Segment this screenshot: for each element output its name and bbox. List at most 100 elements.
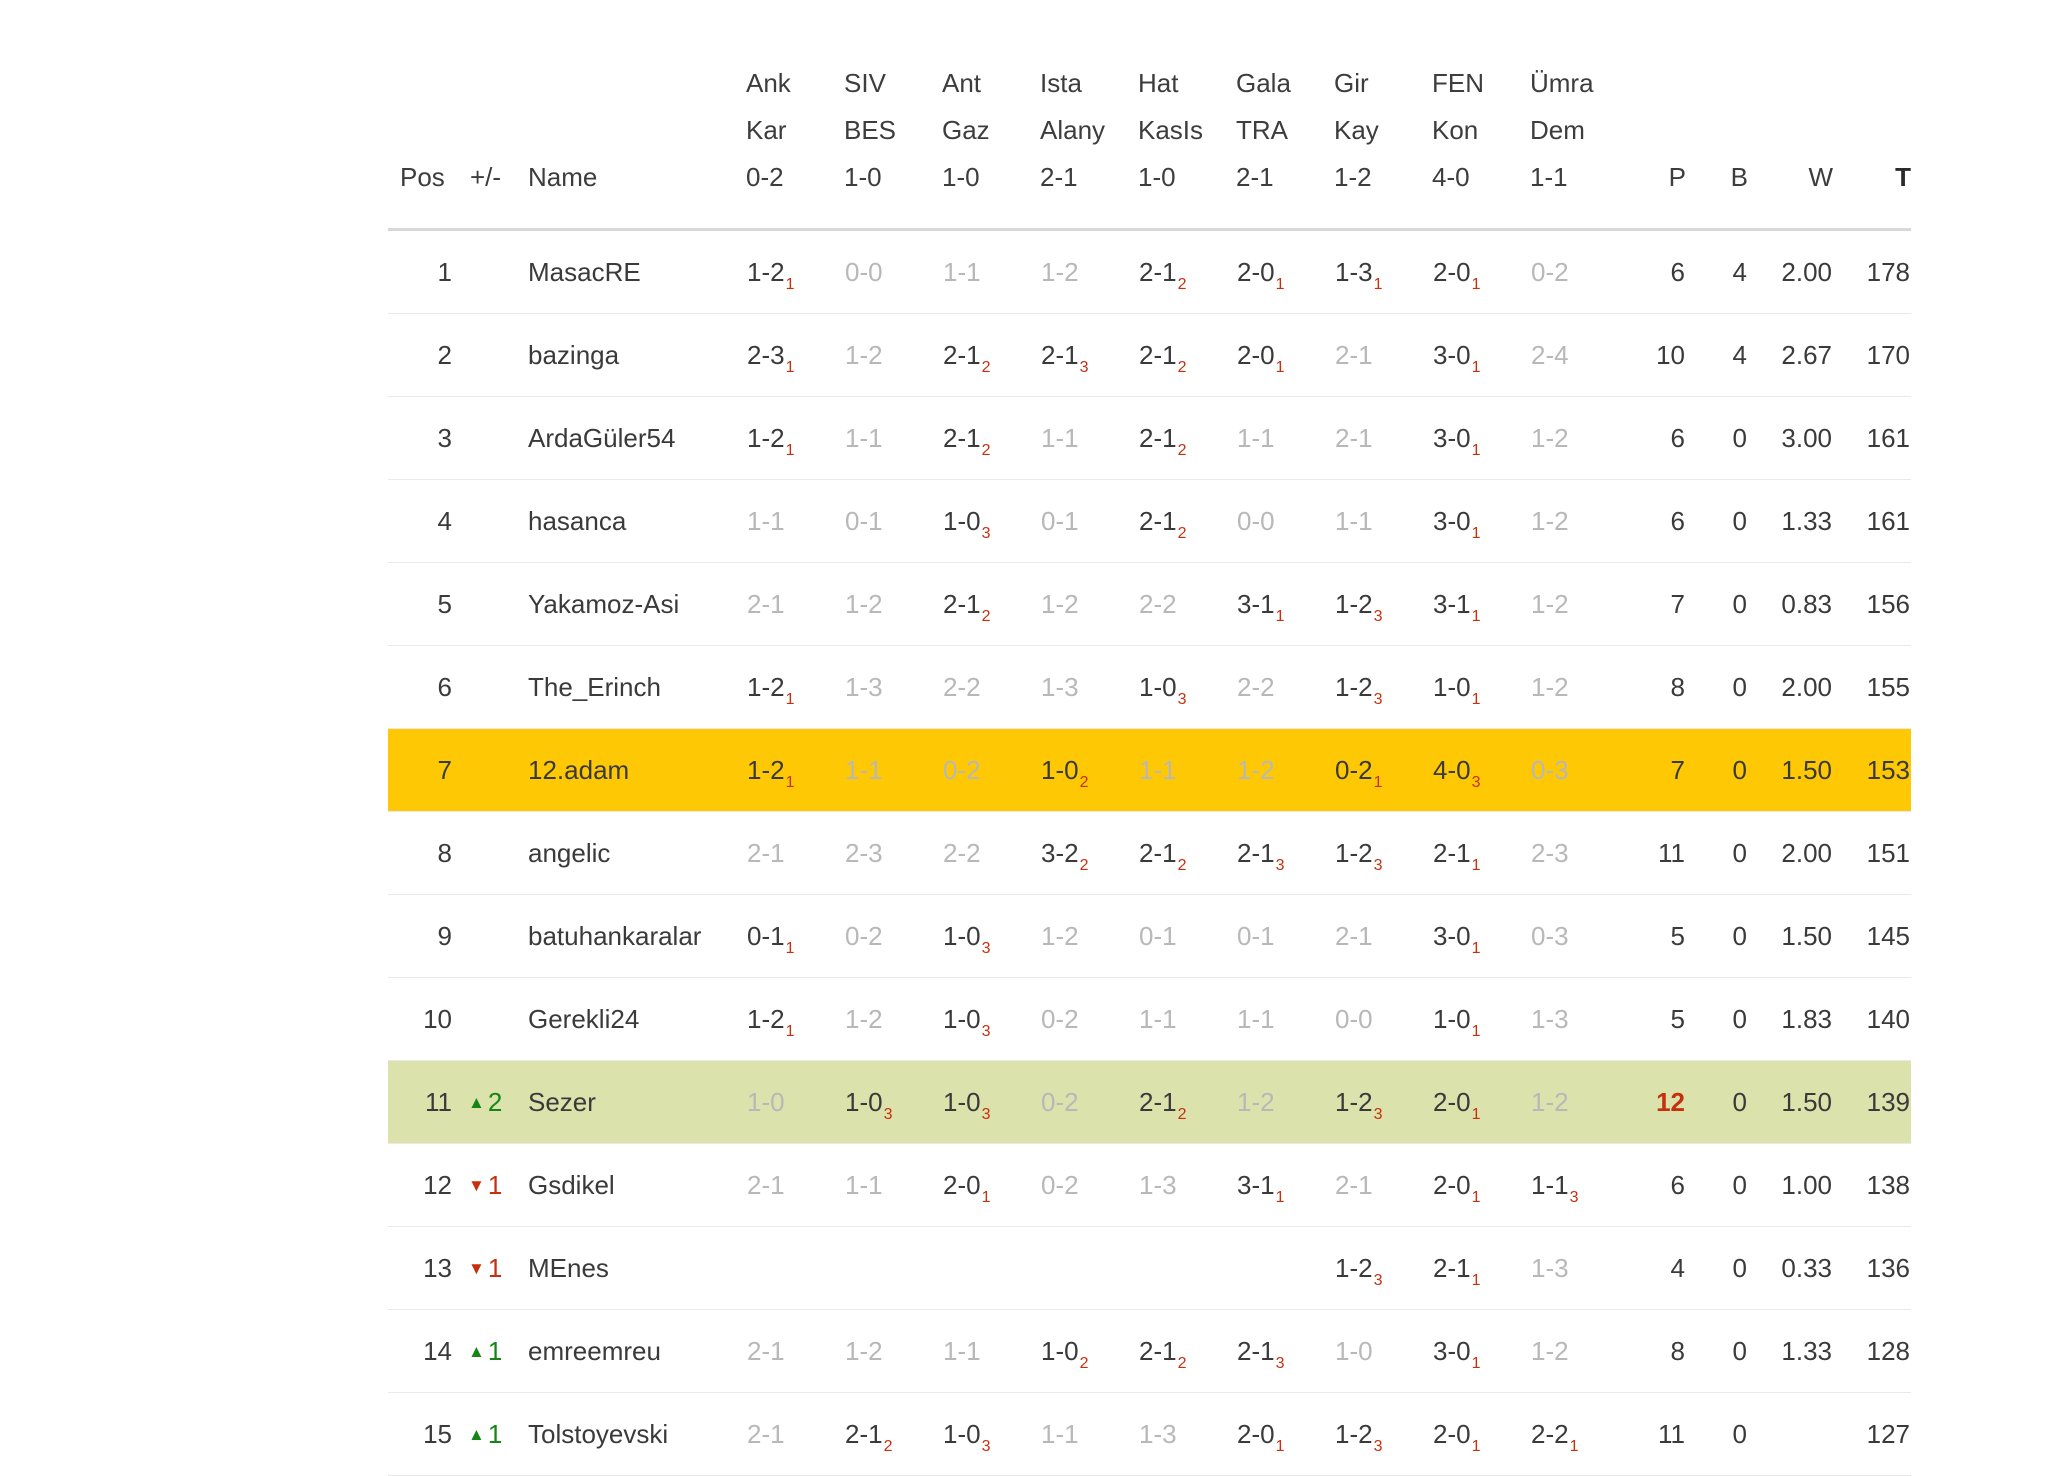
prediction-score: 2-1 (1433, 837, 1471, 868)
prediction-score: 3-2 (1041, 837, 1079, 868)
prediction-cell: 3-01 (1432, 1309, 1530, 1393)
player-name[interactable]: The_Erinch (524, 645, 746, 729)
player-name[interactable]: emreemreu (524, 1309, 746, 1393)
prediction-points: 2 (981, 607, 991, 625)
match-home-team: Gala (1236, 68, 1291, 98)
bonus-cell: 0 (1686, 1226, 1748, 1310)
prediction-cell: 2-12 (942, 313, 1040, 397)
prediction-cell: 1-13 (1530, 1143, 1628, 1227)
average-cell: 1.83 (1748, 977, 1833, 1061)
prediction-cell: 1-02 (1040, 1309, 1138, 1393)
player-name[interactable]: angelic (524, 811, 746, 895)
prediction-cell: 2-11 (1432, 1226, 1530, 1310)
prediction-cell: 1-23 (1334, 811, 1432, 895)
prediction-cell: 3-11 (1236, 562, 1334, 646)
table-row: 6 The_Erinch 1-21 1-3 2-2 1-3 1-03 2-2 1… (388, 645, 1911, 729)
prediction-cell: 2-1 (746, 811, 844, 895)
position-cell: 5 (388, 562, 466, 646)
table-row: 15 ▲ 1 Tolstoyevski 2-1 2-12 1-03 1-1 1-3… (388, 1392, 1911, 1476)
prediction-cell: 2-1 (746, 562, 844, 646)
prediction-points: 3 (981, 524, 991, 542)
prediction-score: 2-2 (1139, 588, 1177, 619)
match-away-team: KasIs (1138, 115, 1204, 145)
position-cell: 15 (388, 1392, 466, 1476)
prediction-score: 0-0 (845, 256, 883, 287)
prediction-score: 1-3 (1531, 1003, 1569, 1034)
prediction-score: 1-0 (1041, 754, 1079, 785)
prediction-points: 3 (1373, 1105, 1383, 1123)
prediction-score: 1-1 (1139, 754, 1177, 785)
player-name[interactable]: hasanca (524, 479, 746, 563)
prediction-cell: 1-2 (1530, 645, 1628, 729)
player-name[interactable]: Sezer (524, 1060, 746, 1144)
rank-change-cell (466, 562, 524, 646)
player-name[interactable]: 12.adam (524, 728, 746, 812)
player-name[interactable]: MasacRE (524, 229, 746, 314)
prediction-points: 3 (981, 1105, 991, 1123)
prediction-cell: 1-3 (844, 645, 942, 729)
player-name[interactable]: Tolstoyevski (524, 1392, 746, 1476)
prediction-points: 1 (1275, 1437, 1285, 1455)
prediction-cell: 1-1 (1040, 1392, 1138, 1476)
prediction-score: 2-1 (1237, 1335, 1275, 1366)
rank-up-icon: ▲ (468, 1092, 485, 1112)
total-cell: 161 (1833, 479, 1911, 563)
prediction-score: 2-1 (1335, 339, 1373, 370)
player-name[interactable]: batuhankaralar (524, 894, 746, 978)
prediction-points: 1 (1275, 1188, 1285, 1206)
prediction-cell: 0-2 (1530, 229, 1628, 314)
prediction-score: 0-1 (1139, 920, 1177, 951)
player-name[interactable]: MEnes (524, 1226, 746, 1310)
rank-change-cell: ▼ 1 (466, 1226, 524, 1310)
prediction-score: 3-0 (1433, 339, 1471, 370)
prediction-score: 2-1 (1335, 422, 1373, 453)
prediction-cell: 3-01 (1432, 479, 1530, 563)
prediction-cell: 0-1 (844, 479, 942, 563)
total-cell: 136 (1833, 1226, 1911, 1310)
prediction-score: 1-2 (747, 754, 785, 785)
player-name[interactable]: Gsdikel (524, 1143, 746, 1227)
rank-down-icon: ▼ (468, 1175, 485, 1195)
prediction-points: 2 (1177, 358, 1187, 376)
prediction-score: 1-1 (943, 256, 981, 287)
match-away-team: BES (844, 115, 897, 145)
bonus-cell: 0 (1686, 728, 1748, 812)
prediction-score: 1-0 (943, 1086, 981, 1117)
prediction-cell: 2-31 (746, 313, 844, 397)
prediction-score: 1-2 (1335, 1418, 1373, 1449)
header-bonus: B (1730, 162, 1748, 192)
player-name[interactable]: Gerekli24 (524, 977, 746, 1061)
table-row: 8 angelic 2-1 2-3 2-2 3-22 2-12 2-13 1-2… (388, 811, 1911, 895)
player-name[interactable]: ArdaGüler54 (524, 396, 746, 480)
position-cell: 4 (388, 479, 466, 563)
prediction-score: 0-1 (845, 505, 883, 536)
points-cell: 8 (1628, 645, 1686, 729)
points-cell: 6 (1628, 396, 1686, 480)
prediction-score: 1-0 (1139, 671, 1177, 702)
prediction-score: 1-1 (845, 754, 883, 785)
prediction-score: 2-1 (1139, 837, 1177, 868)
rank-change-cell: ▲ 1 (466, 1309, 524, 1393)
average-cell: 3.00 (1748, 396, 1833, 480)
header-match: Gala TRA 2-1 (1236, 60, 1334, 230)
prediction-points: 1 (1471, 856, 1481, 874)
prediction-score: 1-2 (1531, 588, 1569, 619)
prediction-score: 1-1 (1041, 422, 1079, 453)
prediction-score: 1-1 (845, 1169, 883, 1200)
header-match: Ant Gaz 1-0 (942, 60, 1040, 230)
prediction-cell: 1-03 (942, 1392, 1040, 1476)
prediction-score: 2-1 (1139, 505, 1177, 536)
total-cell: 128 (1833, 1309, 1911, 1393)
prediction-points: 3 (981, 1437, 991, 1455)
points-cell: 10 (1628, 313, 1686, 397)
standings-table: Pos +/- Name Ank Kar 0-2 SIV BES 1-0 Ant… (388, 60, 1911, 1476)
standings-page: Pos +/- Name Ank Kar 0-2 SIV BES 1-0 Ant… (388, 60, 1911, 1476)
rank-change-cell: ▲ 2 (466, 1060, 524, 1144)
prediction-points: 1 (785, 690, 795, 708)
player-name[interactable]: Yakamoz-Asi (524, 562, 746, 646)
prediction-cell: 1-23 (1334, 562, 1432, 646)
prediction-cell: 1-23 (1334, 1060, 1432, 1144)
player-name[interactable]: bazinga (524, 313, 746, 397)
prediction-points: 2 (883, 1437, 893, 1455)
prediction-score: 2-1 (1139, 422, 1177, 453)
